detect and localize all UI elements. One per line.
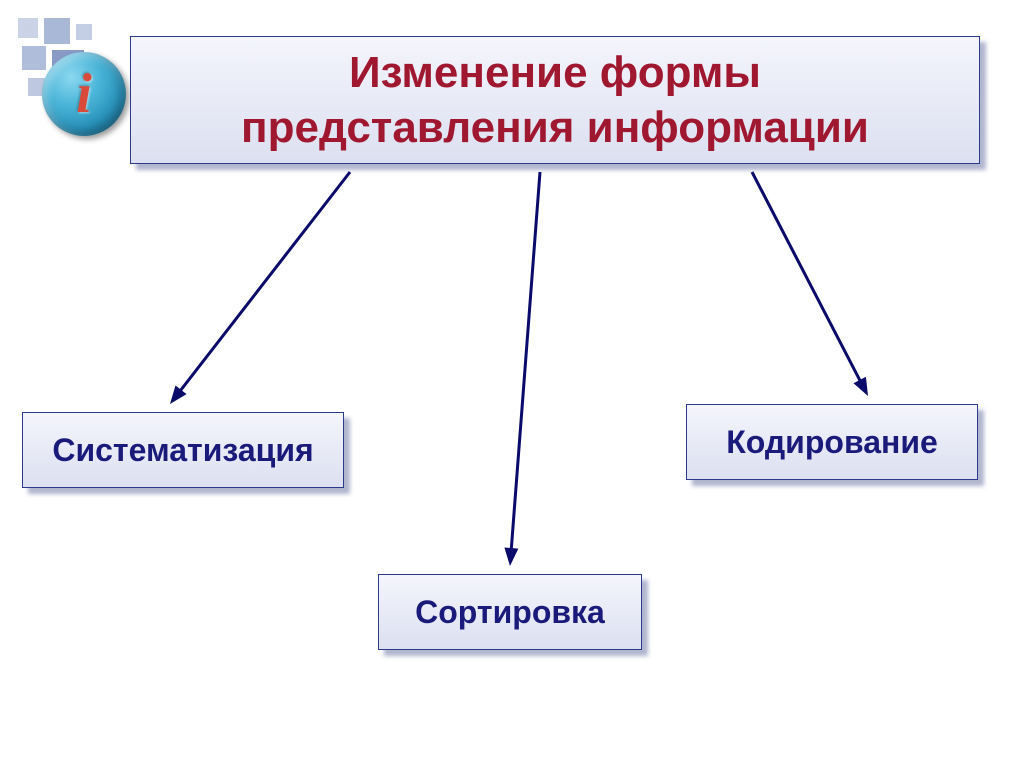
arrow-line-2 <box>752 172 863 386</box>
child-box-0: Систематизация <box>22 412 344 488</box>
child-box-2: Кодирование <box>686 404 978 480</box>
arrow-line-0 <box>177 172 350 395</box>
info-icon: i <box>42 52 126 136</box>
arrow-line-1 <box>511 172 540 555</box>
title-line1: Изменение формы <box>349 48 761 97</box>
deco-square <box>22 46 46 70</box>
arrow-head-2 <box>854 377 868 396</box>
arrow-head-0 <box>170 385 187 404</box>
title-line2: представления информации <box>241 103 869 152</box>
title-text: Изменение формы представления информации <box>241 45 869 155</box>
child-label-2: Кодирование <box>726 424 938 461</box>
arrow-head-1 <box>504 548 518 566</box>
deco-square <box>18 18 38 38</box>
deco-square <box>76 24 92 40</box>
title-box: Изменение формы представления информации <box>130 36 980 164</box>
child-label-1: Сортировка <box>415 594 605 631</box>
child-label-0: Систематизация <box>52 432 313 469</box>
deco-square <box>44 18 70 44</box>
info-icon-glyph: i <box>76 62 92 126</box>
child-box-1: Сортировка <box>378 574 642 650</box>
